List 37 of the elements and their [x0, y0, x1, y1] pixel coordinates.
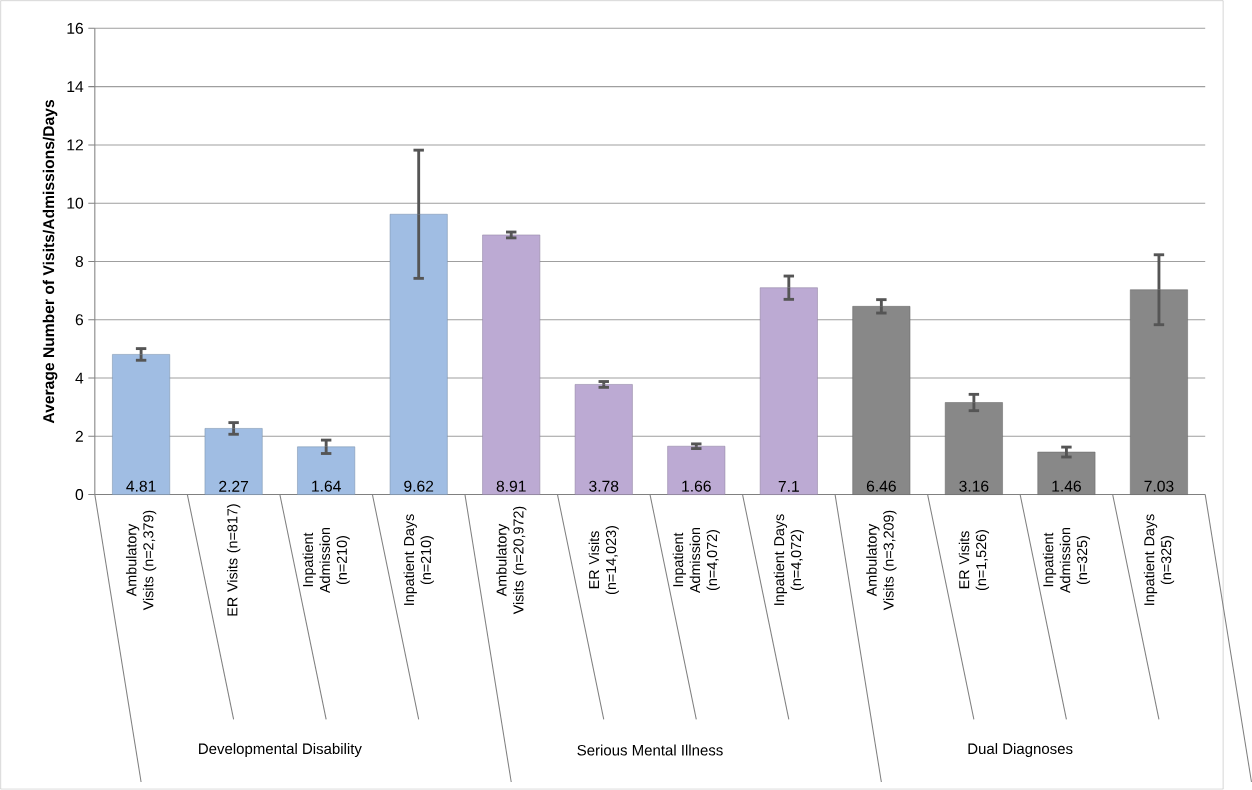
data-label: 1.64 — [312, 480, 341, 492]
data-label: 6.46 — [866, 480, 896, 492]
text: Serious Mental Illness — [577, 744, 723, 756]
y-tick-label: 14 — [67, 81, 84, 93]
x-tick-label: Inpatient Admission (n=325) — [1042, 528, 1091, 594]
data-label: 2.27 — [219, 480, 249, 492]
y-tick-label: 16 — [67, 22, 84, 34]
x-tick-label: Inpatient Days (n=325) — [1143, 514, 1175, 606]
data-label: 3.78 — [589, 480, 619, 492]
x-tick-label: Ambulatory Visits (n=2,379) — [125, 510, 157, 611]
data-label: 1.46 — [1052, 480, 1081, 492]
x-tick-label: ER Visits (n=14,023) — [588, 526, 619, 595]
y-tick-label: 10 — [67, 197, 84, 209]
x-tick-label: Inpatient Admission (n=4,072) — [672, 528, 720, 594]
data-label: 9.62 — [404, 480, 434, 492]
y-tick-label: 4 — [75, 372, 84, 384]
x-tick-label: Ambulatory Visits (n=3,209) — [866, 510, 897, 611]
data-label: 3.16 — [959, 480, 989, 492]
x-tick-label: Inpatient Admission (n=210) — [302, 528, 350, 594]
y-tick-label: 2 — [75, 430, 83, 442]
y-tick-label: 0 — [75, 489, 84, 501]
x-tick-label: ER Visits (n=817) — [226, 504, 241, 616]
x-tick-label: Inpatient Days (n=210) — [403, 514, 434, 606]
x-tick-label: Inpatient Days (n=4,072) — [773, 514, 804, 606]
y-axis-title: Average Number of Visits/Admissions/Days — [42, 100, 58, 424]
y-tick-label: 8 — [75, 256, 84, 268]
data-label: 7.03 — [1144, 480, 1174, 492]
data-label: 4.81 — [126, 480, 156, 492]
y-tick-label: 12 — [67, 139, 83, 151]
y-tick-label: 6 — [75, 314, 84, 326]
data-label: 7.1 — [778, 481, 799, 492]
x-tick-label: ER Visits (n=1,526) — [958, 530, 990, 591]
text: Developmental Disability — [199, 743, 362, 758]
data-label: 1.66 — [682, 480, 711, 492]
text: Dual Diagnoses — [968, 743, 1073, 758]
data-label: 8.91 — [496, 480, 526, 492]
x-tick-label: Ambulatory Visits (n=20,972) — [496, 506, 527, 615]
